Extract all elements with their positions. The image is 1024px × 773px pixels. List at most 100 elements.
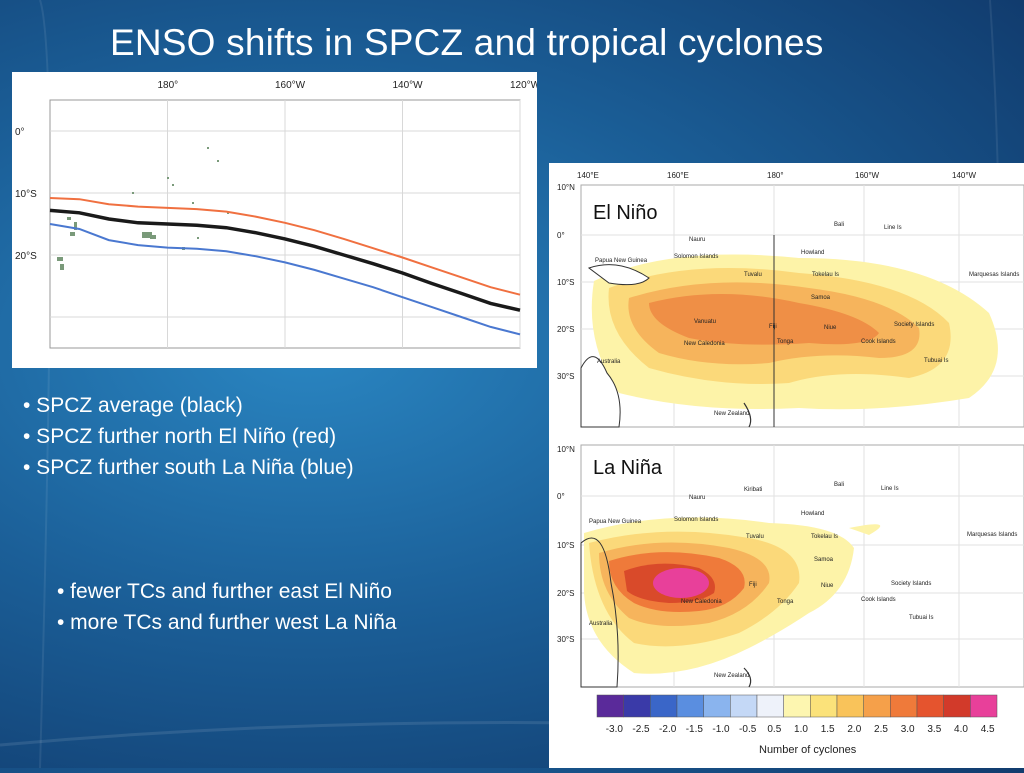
svg-text:Nauru: Nauru	[689, 237, 705, 243]
colorbar-tick-label: 3.0	[901, 724, 915, 735]
map-bottom-lat-tick: 10°S	[557, 541, 574, 550]
nz-outline	[743, 667, 752, 688]
cyclone-maps-panel: Papua New Guinea Solomon Islands Nauru V…	[549, 163, 1024, 768]
map-top-lat-tick: 20°S	[557, 325, 574, 334]
australia-outline	[580, 537, 619, 688]
tc-bullet-list: • fewer TCs and further east El Niño • m…	[57, 576, 397, 638]
bullet-tc-la-nina: • more TCs and further west La Niña	[57, 611, 397, 634]
svg-text:Solomon Islands: Solomon Islands	[674, 254, 718, 260]
colorbar-swatch	[783, 694, 811, 718]
colorbar-swatch	[863, 694, 891, 718]
svg-text:Society Islands: Society Islands	[894, 322, 934, 328]
density-contour-extreme	[653, 568, 709, 598]
svg-text:Tubuai Is: Tubuai Is	[909, 615, 933, 621]
svg-text:Niue: Niue	[821, 583, 834, 589]
el-nino-map: Papua New Guinea Solomon Islands Nauru V…	[557, 171, 1024, 428]
y-tick-label: 0°	[15, 127, 25, 138]
svg-text:Tonga: Tonga	[777, 339, 794, 345]
colorbar-tick-label: 4.5	[981, 724, 995, 735]
spcz-chart: 180° 160°W 140°W 120°W 0° 10°S 20°S	[15, 80, 541, 349]
cyclone-maps: Papua New Guinea Solomon Islands Nauru V…	[557, 171, 1024, 756]
map-top-lat-tick: 10°S	[557, 278, 574, 287]
svg-text:Line Is: Line Is	[884, 225, 902, 231]
svg-text:Niue: Niue	[824, 325, 837, 331]
colorbar-swatch	[970, 694, 998, 718]
map-top-lon-tick: 180°	[767, 171, 784, 180]
colorbar: -3.0 -2.5 -2.0 -1.5 -1.0 -0.5 0.5 1.0 1.5 2.0 2.5 3…	[596, 694, 998, 735]
map-bottom-lat-tick: 10°N	[557, 445, 575, 454]
la-nina-map: Papua New Guinea Solomon Islands Nauru K…	[557, 444, 1024, 688]
colorbar-swatch	[623, 694, 651, 718]
colorbar-tick-label: 3.5	[927, 724, 941, 735]
colorbar-tick-label: -1.0	[712, 724, 730, 735]
spcz-chart-panel: 180° 160°W 140°W 120°W 0° 10°S 20°S	[12, 72, 541, 368]
map-top-lon-tick: 160°W	[855, 171, 880, 180]
colorbar-swatch	[596, 694, 624, 718]
svg-text:Kiribati: Kiribati	[744, 487, 762, 493]
svg-text:Howland: Howland	[801, 250, 824, 256]
bullet-spcz-la-nina: • SPCZ further south La Niña (blue)	[23, 456, 354, 479]
colorbar-swatch	[703, 694, 731, 718]
svg-text:Vanuatu: Vanuatu	[694, 319, 716, 325]
x-tick-label: 180°	[158, 80, 179, 91]
map-top-lat-tick: 30°S	[557, 372, 574, 381]
map-bottom-lat-tick: 0°	[557, 492, 565, 501]
colorbar-tick-label: -1.5	[686, 724, 704, 735]
svg-text:Tuvalu: Tuvalu	[744, 272, 762, 278]
colorbar-swatch	[810, 694, 838, 718]
svg-text:Tuvalu: Tuvalu	[746, 534, 764, 540]
colorbar-tick-label: 2.5	[874, 724, 888, 735]
bullet-tc-el-nino: • fewer TCs and further east El Niño	[57, 580, 392, 603]
colorbar-swatch	[650, 694, 678, 718]
svg-text:Australia: Australia	[589, 621, 613, 627]
bullet-spcz-el-nino: • SPCZ further north El Niño (red)	[23, 425, 337, 448]
slide-title: ENSO shifts in SPCZ and tropical cyclone…	[110, 22, 824, 63]
island-markers	[57, 147, 229, 270]
x-tick-label: 140°W	[393, 80, 424, 91]
svg-text:Marquesas Islands: Marquesas Islands	[967, 532, 1017, 538]
svg-text:Bali: Bali	[834, 222, 844, 228]
density-contour-peak	[649, 294, 879, 345]
svg-text:New Zealand: New Zealand	[714, 673, 749, 679]
colorbar-swatch	[890, 694, 918, 718]
map-top-lon-tick: 140°W	[952, 171, 977, 180]
spcz-la-nina-line	[49, 223, 521, 336]
svg-text:Tonga: Tonga	[777, 599, 794, 605]
map-top-lat-tick: 0°	[557, 231, 565, 240]
x-tick-label: 160°W	[275, 80, 306, 91]
x-tick-label: 120°W	[510, 80, 537, 91]
svg-text:New Zealand: New Zealand	[714, 411, 749, 417]
colorbar-swatch	[730, 694, 758, 718]
bullet-spcz-average: • SPCZ average (black)	[23, 394, 243, 417]
svg-text:Nauru: Nauru	[689, 495, 705, 501]
colorbar-tick-label: 4.0	[954, 724, 968, 735]
colorbar-tick-label: 1.5	[821, 724, 835, 735]
colorbar-swatch	[676, 694, 704, 718]
australia-outline	[580, 356, 621, 428]
svg-text:Howland: Howland	[801, 511, 824, 517]
colorbar-swatch	[756, 694, 784, 718]
colorbar-swatch	[836, 694, 864, 718]
nz-outline	[743, 402, 752, 428]
colorbar-tick-label: 1.0	[794, 724, 808, 735]
svg-text:Samoa: Samoa	[811, 295, 831, 301]
el-nino-label: El Niño	[587, 200, 664, 227]
svg-text:Tokelau Is: Tokelau Is	[811, 534, 838, 540]
svg-text:Solomon Islands: Solomon Islands	[674, 517, 718, 523]
colorbar-tick-label: -0.5	[739, 724, 757, 735]
spcz-bullet-list: • SPCZ average (black) • SPCZ further no…	[23, 390, 354, 483]
svg-text:Fiji: Fiji	[769, 324, 777, 330]
png-outline	[587, 264, 650, 286]
colorbar-tick-label: 0.5	[767, 724, 781, 735]
map-top-lat-tick: 10°N	[557, 183, 575, 192]
colorbar-tick-label: 2.0	[847, 724, 861, 735]
map-bottom-lat-tick: 30°S	[557, 635, 574, 644]
spcz-el-nino-line	[49, 197, 521, 296]
colorbar-tick-label: -2.5	[632, 724, 650, 735]
y-tick-label: 20°S	[15, 251, 37, 262]
svg-text:Cook Islands: Cook Islands	[861, 597, 896, 603]
svg-text:Papua New Guinea: Papua New Guinea	[595, 258, 648, 264]
svg-text:New Caledonia: New Caledonia	[684, 341, 725, 347]
colorbar-tick-label: -2.0	[659, 724, 677, 735]
svg-text:Bali: Bali	[834, 482, 844, 488]
